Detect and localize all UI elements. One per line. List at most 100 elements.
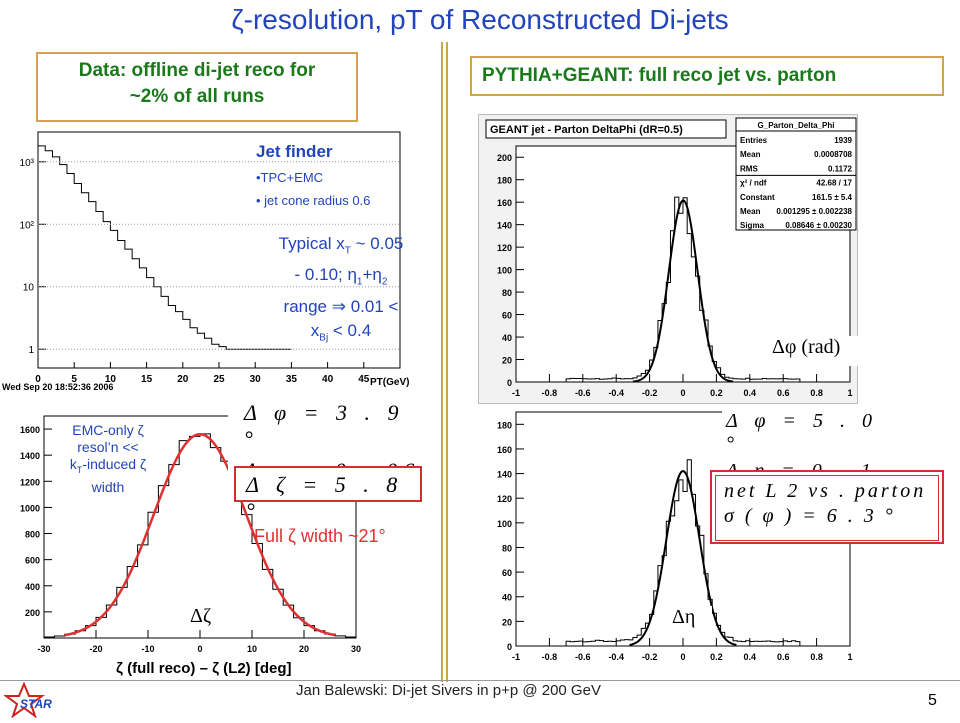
eq-dphi: Δ φ = 3 . 9 ° [228,394,428,452]
stats-box: G_Parton_Delta_Phi Entries 1939 Mean 0.0008… [735,117,857,231]
deta-xtick-label: 0.2 [710,652,723,662]
dphi-ytick-label: 120 [497,243,512,253]
pt-xtick-label: 5 [71,374,77,385]
pt-xtick-label: 20 [177,374,189,385]
deta-xtick-label: 1 [847,652,852,662]
page-title: ζ-resolution, pT of Reconstructed Di-jet… [231,4,729,35]
eq-dzeta: Δ ζ = 5 . 8 ° [234,466,422,523]
dphi-xtick-label: -0.6 [575,388,591,398]
zeta-ytick-label: 800 [25,530,40,540]
deta-ytick-label: 180 [497,420,512,430]
dphi-ytick-label: 40 [502,333,512,343]
pt-xtick-label: 40 [322,374,334,385]
dphi-xtick-label: 0.6 [777,388,790,398]
dphi-xtick-label: 0 [680,388,685,398]
pt-xtick-label: 15 [141,374,153,385]
dphi-ytick-label: 0 [507,378,512,388]
eq-dphi-right: Δ φ = 5 . 0 ° [722,406,902,456]
pt-xtick-label: 10 [105,374,117,385]
zeta-xtick-label: -20 [89,644,102,654]
jet-finder-block: Jet finder •TPC+EMC • jet cone radius 0.… [256,142,436,208]
zeta-xtick-label: 30 [351,644,361,654]
jet-finder-title: Jet finder [256,142,333,161]
stats-row-label: χ² / ndf [740,179,767,188]
stats-row-label: Sigma [740,221,765,230]
pt-ytick-label: 10³ [20,158,35,169]
deta-xtick-label: 0.4 [744,652,757,662]
dphi-title: GEANT jet - Parton DeltaPhi (dR=0.5) [490,124,683,136]
stats-row-value: 0.0008708 [814,150,852,159]
dphi-ytick-label: 80 [502,288,512,298]
divider-line [441,42,443,682]
stats-row-value: 0.1172 [828,164,853,173]
dphi-title-box [485,119,727,139]
dphi-ytick-label: 140 [497,221,512,231]
net-l2-box: net L 2 vs . parton σ ( φ ) = 6 . 3 ° [710,470,944,544]
zeta-ytick-label: 200 [25,608,40,618]
typical-text: Typical xT ~ 0.05 - 0.10; η1+η2 range ⇒ … [278,234,404,344]
deta-ytick-label: 160 [497,445,512,455]
pt-xtick-label: 35 [286,374,298,385]
deta-ytick-label: 120 [497,494,512,504]
dphi-xtick-label: -0.4 [608,388,624,398]
dphi-ytick-label: 200 [497,153,512,163]
zeta-xtick-label: 20 [299,644,309,654]
jet-finder-item: •TPC+EMC [256,170,324,185]
eq-sigma: σ ( φ ) = 6 . 3 ° [716,503,938,528]
dphi-series [516,196,850,383]
dphi-xtick-label: 0.8 [810,388,823,398]
zeta-fit-curve [64,433,336,637]
pt-ytick-label: 10² [20,220,35,231]
stats-row-label: Mean [740,207,761,216]
deta-xtick-label: -0.6 [575,652,591,662]
zeta-ytick-label: 1000 [20,503,40,513]
stats-row-label: Mean [740,150,761,159]
deta-xtick-label: 0.8 [810,652,823,662]
deta-ytick-label: 40 [502,593,512,603]
deta-ytick-label: 20 [502,617,512,627]
zeta-xtick-label: 10 [247,644,257,654]
zeta-ytick-label: 400 [25,582,40,592]
svg-text:STAR: STAR [20,697,52,711]
deta-series [516,459,850,647]
stats-row-label: RMS [740,164,758,173]
zeta-ytick-label: 1200 [20,477,40,487]
page-number: 5 [928,692,937,709]
zeta-ytick-label: 1600 [20,425,40,435]
zeta-ytick-label: 1400 [20,451,40,461]
dphi-axis-label: Δφ (rad) [772,336,858,366]
pt-xtick-label: 0 [35,374,41,385]
dphi-ytick-label: 20 [502,356,512,366]
stats-title: G_Parton_Delta_Phi [758,121,835,130]
stats-row-label: Constant [740,193,775,202]
dphi-histogram: GEANT jet - Parton DeltaPhi (dR=0.5) -1 -… [478,114,858,404]
deta-xtick-label: -0.4 [608,652,624,662]
pythia-box-text: PYTHIA+GEANT: full reco jet vs. parton [482,65,837,86]
dphi-xtick-label: -1 [512,388,520,398]
dphi-xtick-label: -0.2 [642,388,658,398]
deta-ytick-label: 0 [507,642,512,652]
deta-xtick-label: -0.2 [642,652,658,662]
dphi-ytick-label: 180 [497,176,512,186]
right-equations: Δ φ = 5 . 0 ° Δ η = 0 . 1 [722,406,902,483]
dphi-ytick-label: 60 [502,311,512,321]
data-box-line1: Data: offline di-jet reco for [78,60,316,81]
footer-text: Jan Balewski: Di-jet Sivers in p+p @ 200… [296,682,601,699]
deta-xtick-label: -0.8 [542,652,558,662]
dphi-xtick-label: 0.2 [710,388,723,398]
dzeta-label: Δζ [190,605,212,627]
dphi-ytick-label: 100 [497,266,512,276]
timestamp: Wed Sep 20 18:52:36 2006 [2,382,113,392]
deta-axis-label: Δη [672,606,712,634]
pt-ytick-label: 10 [23,283,35,294]
full-width-label: Full ζ width ~21° [254,526,386,546]
stats-row-value: 1939 [834,136,852,145]
pt-xtick-label: 45 [358,374,370,385]
dphi-ytick-label: 160 [497,198,512,208]
stats-row-value: 0.001295 ± 0.002238 [776,207,852,216]
star-logo: STAR [2,681,64,719]
deta-ytick-label: 100 [497,519,512,529]
pt-ytick-label: 1 [28,345,34,356]
dphi-xtick-label: 0.4 [744,388,757,398]
jet-finder-item: • jet cone radius 0.6 [256,193,371,208]
